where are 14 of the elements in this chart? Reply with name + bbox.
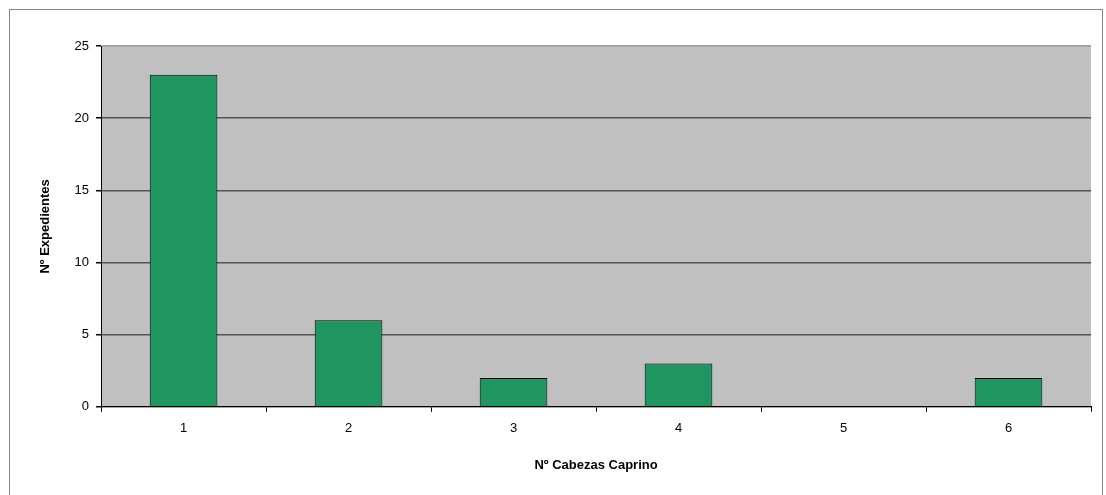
x-tick-label: 6	[1004, 420, 1013, 436]
x-tick-label: 5	[839, 420, 848, 436]
y-tick-label: 0	[81, 398, 90, 414]
x-tick-label: 1	[179, 420, 188, 436]
y-tick-label: 15	[74, 181, 90, 197]
y-tick-label: 25	[74, 37, 90, 53]
x-tick-label: 2	[344, 420, 353, 436]
x-tick-label: 4	[674, 420, 683, 436]
y-axis-title: Nº Expedientes	[37, 179, 53, 274]
x-tick-label: 3	[509, 420, 518, 436]
y-tick-label: 20	[74, 109, 90, 125]
x-axis-title: Nº Cabezas Caprino	[534, 456, 658, 472]
y-tick-label: 5	[81, 326, 90, 342]
y-tick-label: 10	[74, 254, 90, 270]
